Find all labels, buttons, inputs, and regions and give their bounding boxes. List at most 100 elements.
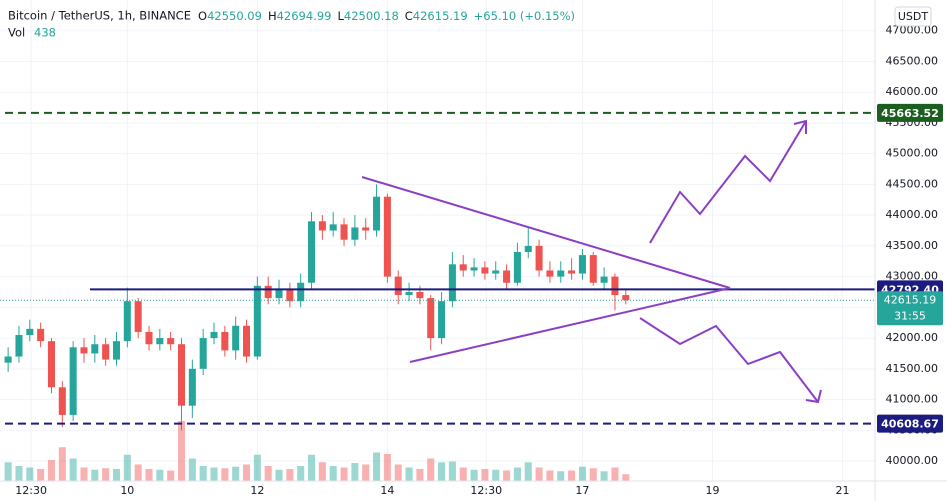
ohlc-key: H [268,9,277,23]
volume-bar [80,467,88,481]
y-tick-label: 47000.00 [886,24,939,37]
volume-bar [329,466,337,481]
level-label-box [877,103,943,122]
x-tick-label: 12:30 [470,484,502,497]
candle-body [318,221,326,231]
volume-bar [58,447,66,481]
candle-body [362,227,370,231]
drawings [361,119,822,404]
volume-bar [264,466,272,481]
y-tick-label: 43000.00 [886,270,939,283]
ohlc-key: O [198,9,207,23]
candle-body [123,301,131,342]
volume-bar [340,467,348,481]
candle-body [264,285,272,299]
grid [0,0,875,481]
candle-body [568,270,576,274]
candle-body [394,276,402,296]
volume-bar [145,469,153,481]
ohlc-key: C [405,9,413,23]
symbol: Bitcoin / TetherUS, 1h, BINANCE [8,9,191,23]
candle-body [253,285,261,357]
candle-body [91,344,99,354]
volume-bar [416,469,424,481]
level-label-box [877,414,943,433]
candle-body [26,328,34,336]
volume-bar [232,466,240,481]
legend-header: Bitcoin / TetherUS, 1h, BINANCE O42550.0… [8,9,575,40]
volume-bar [297,466,305,481]
volume-bar [4,462,12,481]
volume-bar [524,462,532,481]
volume-bar [503,470,511,481]
candle-body [459,264,467,271]
volume-bar [134,464,142,481]
candle-body [383,196,391,277]
volume-bar [188,458,196,481]
candle-body [242,325,251,357]
candle-body [69,347,77,415]
y-tick-label: 44500.00 [886,177,939,190]
volume-bar [351,463,359,481]
countdown: 31:55 [894,309,926,322]
volume-layer [4,421,630,481]
volume-bar [318,462,326,481]
volume-bar [123,454,131,481]
candle-body [513,252,521,283]
x-tick-label: 10 [120,484,134,497]
volume-bar [15,466,23,481]
change: +65.10 (+0.15%) [474,9,575,23]
x-tick-label: 21 [835,484,849,497]
ohlc: O42550.09 H42694.99 L42500.18 C42615.19 +65.… [198,9,575,23]
volume-bar [286,469,294,481]
volume-bar [210,467,218,481]
y-tick-label: 40000.00 [886,454,939,467]
arrow-head [805,389,822,404]
volume-bar [242,464,251,481]
volume-bar [492,469,500,481]
candle-body [492,270,500,274]
y-tick-label: 46500.00 [886,54,939,67]
volume-bar [557,471,565,481]
y-tick-label: 43500.00 [886,239,939,252]
volume-bar [373,452,381,481]
candle-body [47,341,55,388]
ohlc-value: 42550.09 [207,9,262,23]
candle-body [416,291,424,299]
candle-body [167,338,175,345]
y-tick-label: 46000.00 [886,85,939,98]
candle-body [58,387,66,415]
x-tick-label: 12:30 [15,484,47,497]
candle-body [373,196,381,231]
arrow-head [793,119,807,134]
candle-body [275,288,283,299]
currency-box[interactable] [894,6,932,27]
candle-body [427,298,435,339]
volume-bar [275,469,283,481]
currency[interactable]: USDT [898,10,929,23]
volume-bar [102,468,110,481]
volume-bar [69,458,77,481]
candle-body [37,328,45,342]
volume-bar [112,469,121,481]
candle-body [503,270,511,283]
candle-body [308,221,316,283]
volume-bar [448,461,456,481]
candle-body [557,270,565,277]
candle-body [405,291,413,296]
x-tick-label: 14 [380,484,394,497]
volume-bar [568,470,576,481]
volume-bar [578,466,586,481]
down-arrow [639,317,819,403]
y-tick-label: 42000.00 [886,331,939,344]
vol-label: Vol [8,26,25,40]
volume-bar [427,458,435,481]
candle-body [156,338,164,345]
volume-bar [611,467,619,481]
candle-body [578,255,586,274]
vol-value: 438 [34,26,56,40]
volume-bar [177,421,186,481]
volume-bar [253,454,261,481]
volume-bar [622,474,630,481]
